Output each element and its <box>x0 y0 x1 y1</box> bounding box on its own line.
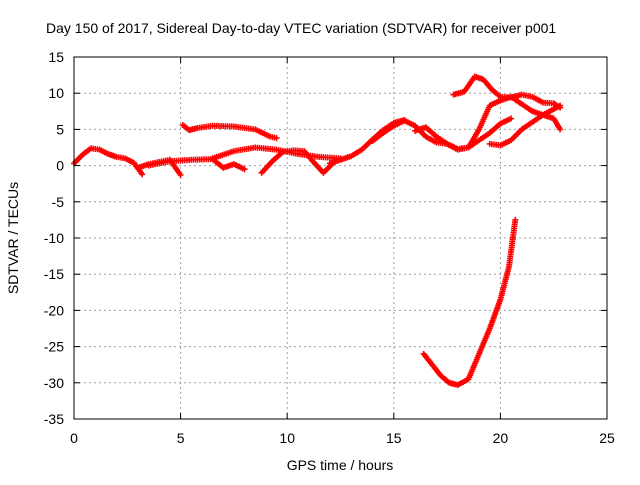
y-tick-label: -25 <box>44 339 64 355</box>
interpolated-markers <box>520 120 534 132</box>
data-point <box>273 135 280 142</box>
interpolated-markers <box>381 123 396 135</box>
interpolated-markers <box>551 117 563 131</box>
interpolated-markers <box>476 327 492 355</box>
interpolated-markers <box>233 144 257 154</box>
y-tick-label: -15 <box>44 266 64 282</box>
data-series-arc-11 <box>465 93 564 151</box>
interpolated-markers <box>481 77 494 92</box>
interpolated-markers <box>72 153 85 165</box>
interpolated-markers <box>302 149 315 163</box>
interpolated-markers <box>509 127 524 142</box>
x-axis-label: GPS time / hours <box>287 457 394 473</box>
interpolated-markers <box>211 148 235 161</box>
interpolated-markers <box>509 95 523 106</box>
interpolated-markers <box>531 113 545 124</box>
y-tick-label: 10 <box>48 85 64 101</box>
interpolated-markers <box>259 159 274 175</box>
interpolated-markers <box>488 121 502 135</box>
interpolated-markers <box>506 219 519 268</box>
y-tick-label: 0 <box>56 158 64 174</box>
data-point <box>557 102 564 109</box>
y-tick-label: -10 <box>44 230 64 246</box>
x-tick-label: 10 <box>279 430 295 446</box>
data-series-arc-4 <box>179 122 280 142</box>
data-series-arc-3 <box>145 156 248 173</box>
interpolated-markers <box>466 352 482 381</box>
interpolated-markers <box>392 118 406 128</box>
interpolated-markers <box>269 134 278 141</box>
data-point <box>557 126 564 133</box>
x-tick-label: 20 <box>493 430 509 446</box>
y-tick-label: -30 <box>44 375 64 391</box>
interpolated-markers <box>541 107 555 117</box>
data-point <box>508 115 515 122</box>
interpolated-markers <box>371 131 385 143</box>
interpolated-markers <box>476 104 492 131</box>
data-series-arc-13 <box>420 216 519 388</box>
interpolated-markers <box>254 127 272 139</box>
interpolated-markers <box>254 144 278 153</box>
interpolated-markers <box>497 265 512 301</box>
interpolated-markers <box>349 147 364 159</box>
interpolated-markers <box>466 128 482 149</box>
y-tick-label: 15 <box>48 49 64 65</box>
interpolated-markers <box>81 146 93 157</box>
interpolated-markers <box>487 298 503 330</box>
y-axis-label: SDTVAR / TECUs <box>5 182 21 294</box>
interpolated-markers <box>462 75 477 94</box>
interpolated-markers <box>421 352 434 367</box>
interpolated-markers <box>270 150 285 163</box>
interpolated-markers <box>115 154 127 161</box>
x-tick-label: 0 <box>70 430 78 446</box>
data-series-arc-12 <box>486 102 564 149</box>
interpolated-markers <box>90 145 101 153</box>
interpolated-markers <box>439 373 451 385</box>
interpolated-markers <box>445 141 459 152</box>
interpolated-markers <box>98 147 110 157</box>
data-series-arc-10 <box>450 73 564 111</box>
interpolated-markers <box>232 161 246 172</box>
interpolated-markers <box>123 156 135 165</box>
interpolated-markers <box>552 103 562 112</box>
interpolated-markers <box>430 363 443 378</box>
interpolated-markers <box>424 134 438 145</box>
interpolated-markers <box>403 118 417 128</box>
grid <box>74 57 607 419</box>
data-point <box>512 216 519 223</box>
x-tick-label: 25 <box>599 430 615 446</box>
interpolated-markers <box>477 131 491 143</box>
data-series-arc-9 <box>412 115 515 153</box>
x-tick-label: 15 <box>386 430 402 446</box>
ticks: 0 5 10 15 20 25 15 10 5 0 -5 -10 -15 -20 -25 -30 -35 <box>44 49 615 446</box>
x-tick-label: 5 <box>177 430 185 446</box>
interpolated-markers <box>233 123 257 133</box>
interpolated-markers <box>435 134 449 146</box>
chart-title: Day 150 of 2017, Sidereal Day-to-day VTE… <box>46 20 556 36</box>
interpolated-markers <box>499 116 513 126</box>
interpolated-markers <box>181 123 191 132</box>
interpolated-markers <box>488 98 502 108</box>
interpolated-markers <box>424 125 438 139</box>
y-tick-label: -20 <box>44 302 64 318</box>
data-series-arc-1 <box>71 145 146 178</box>
y-tick-label: -35 <box>44 411 64 427</box>
interpolated-markers <box>490 87 502 99</box>
interpolated-markers <box>456 377 470 388</box>
data-point <box>241 166 248 173</box>
data-point <box>177 172 184 179</box>
data-point <box>139 171 146 178</box>
data-series <box>71 73 564 388</box>
interpolated-markers <box>499 138 513 148</box>
interpolated-markers <box>531 94 545 105</box>
y-tick-label: 5 <box>56 121 64 137</box>
interpolated-markers <box>520 102 534 114</box>
y-tick-label: -5 <box>52 194 65 210</box>
